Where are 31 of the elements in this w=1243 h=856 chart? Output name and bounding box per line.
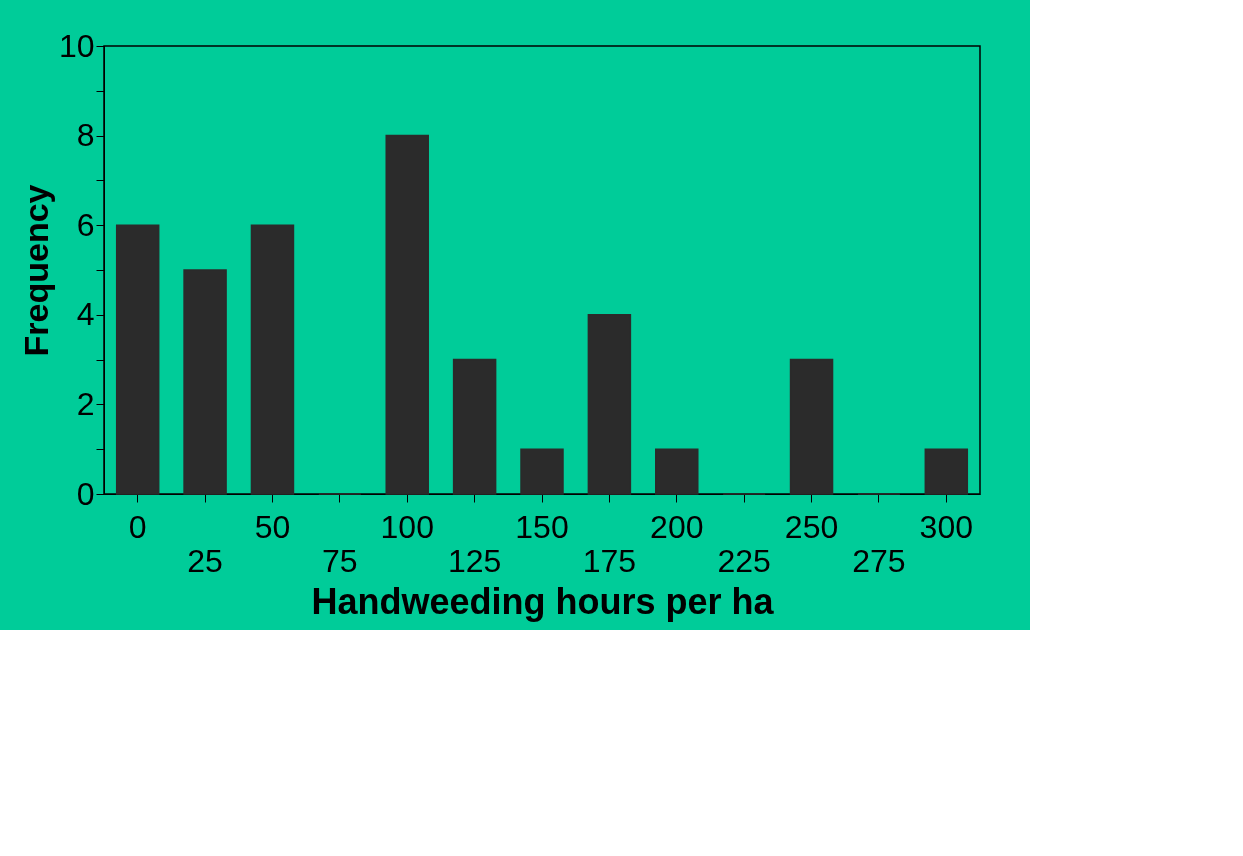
y-tick-label: 10 <box>58 27 95 64</box>
y-axis-title: Frequency <box>16 184 55 357</box>
x-axis-title: Handweeding hours per ha <box>311 580 775 622</box>
bar <box>520 448 564 495</box>
x-tick-label: 100 <box>380 508 434 545</box>
x-tick-label: 225 <box>717 542 771 579</box>
bar <box>115 224 160 495</box>
x-tick-label: 275 <box>852 542 906 579</box>
x-tick-label: 175 <box>582 542 637 579</box>
y-tick-label: 8 <box>76 117 95 154</box>
y-tick-label: 4 <box>76 296 95 333</box>
x-tick-label: 300 <box>919 508 973 545</box>
y-tick-label: 0 <box>76 475 95 512</box>
x-tick-label: 0 <box>128 508 147 545</box>
bar <box>183 269 227 495</box>
x-tick-label: 125 <box>447 542 502 579</box>
bar <box>452 358 497 495</box>
x-tick-label: 250 <box>784 508 839 545</box>
y-tick-label: 6 <box>76 206 95 243</box>
y-tick-label: 2 <box>76 385 95 422</box>
bar <box>250 224 295 495</box>
x-tick-label: 200 <box>650 508 704 545</box>
bar <box>655 448 699 495</box>
bar <box>385 134 429 495</box>
x-tick-label: 50 <box>254 508 291 545</box>
x-tick-label: 150 <box>515 508 569 545</box>
bar <box>924 448 969 495</box>
x-tick-label: 25 <box>187 542 223 579</box>
bar <box>587 314 632 495</box>
bar <box>789 358 834 495</box>
x-tick-label: 75 <box>322 542 358 579</box>
